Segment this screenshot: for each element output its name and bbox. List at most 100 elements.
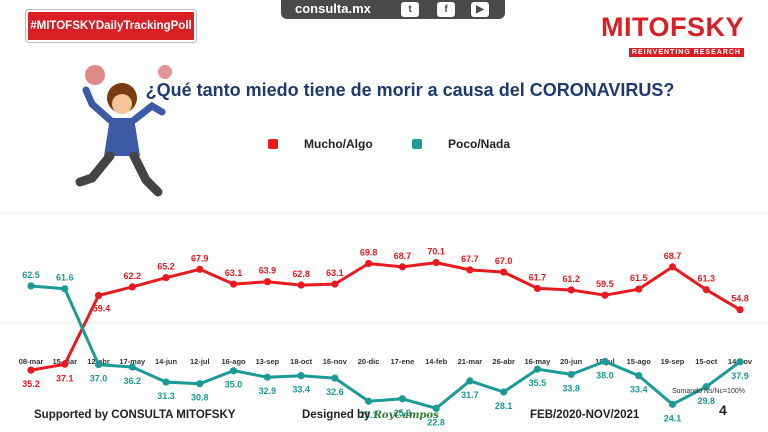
data-point-mucho-algo xyxy=(365,259,373,268)
data-point-mucho-algo xyxy=(196,265,204,273)
data-point-poco-nada xyxy=(533,365,542,373)
data-point-poco-nada xyxy=(466,377,474,385)
data-label-mucho-algo: 59.5 xyxy=(596,279,614,289)
data-point-poco-nada xyxy=(398,395,406,403)
data-label-poco-nada: 25.1 xyxy=(360,410,378,420)
data-label-poco-nada: 31.3 xyxy=(157,391,175,401)
data-label-mucho-algo: 63.1 xyxy=(225,268,243,278)
data-label-mucho-algo: 67.9 xyxy=(191,253,209,263)
data-point-poco-nada xyxy=(500,388,508,396)
legend-poco-nada: Poco/Nada xyxy=(412,137,510,151)
data-point-mucho-algo xyxy=(263,278,271,286)
data-point-mucho-algo xyxy=(229,280,238,288)
data-point-mucho-algo xyxy=(61,360,69,368)
footer-designed: Designed by RoyCampos xyxy=(302,409,439,421)
data-point-mucho-algo xyxy=(331,280,339,288)
data-point-poco-nada xyxy=(668,400,677,408)
data-label-poco-nada: 32.9 xyxy=(259,386,277,396)
data-point-poco-nada xyxy=(128,363,136,371)
data-label-poco-nada: 61.6 xyxy=(56,273,74,283)
data-label-poco-nada: 32.6 xyxy=(326,387,344,397)
data-label-mucho-algo: 61.2 xyxy=(562,274,580,284)
data-point-mucho-algo xyxy=(466,266,474,274)
running-person-illustration xyxy=(75,65,172,197)
data-label-mucho-algo: 68.7 xyxy=(664,251,682,261)
footer-supported-by: Supported by CONSULTA MITOFSKY xyxy=(34,409,236,421)
x-tick-label: 14-feb xyxy=(425,357,448,366)
data-point-mucho-algo xyxy=(162,274,170,282)
data-point-mucho-algo xyxy=(635,285,643,293)
data-label-poco-nada: 25.9 xyxy=(394,408,412,418)
brand-logo: MITOFSKY REINVENTING RESEARCH xyxy=(601,14,744,59)
x-tick-label: 18-oct xyxy=(290,357,313,366)
data-point-mucho-algo xyxy=(297,281,305,289)
data-label-mucho-algo: 68.7 xyxy=(394,251,412,261)
legend-swatch-teal xyxy=(412,139,422,149)
data-point-poco-nada xyxy=(567,370,575,379)
hashtag-badge: #MITOFSKYDailyTrackingPoll xyxy=(26,10,196,42)
page-number: 4 xyxy=(719,402,727,418)
x-tick-label: 16-ago xyxy=(221,357,246,366)
data-point-poco-nada xyxy=(263,373,271,381)
data-label-poco-nada: 37.9 xyxy=(731,371,749,381)
data-point-mucho-algo xyxy=(128,283,136,291)
legend-label-poco: Poco/Nada xyxy=(448,137,511,151)
data-point-poco-nada xyxy=(736,358,744,366)
series-line-mucho-algo xyxy=(30,261,741,372)
data-label-mucho-algo: 63.9 xyxy=(259,266,277,276)
x-tick-label: 15-oct xyxy=(695,357,718,366)
data-label-poco-nada: 24.1 xyxy=(664,413,682,423)
data-label-poco-nada: 62.5 xyxy=(22,270,40,280)
data-point-poco-nada xyxy=(702,383,710,391)
x-tick-label: 15-ago xyxy=(627,357,652,366)
data-point-poco-nada xyxy=(331,374,339,382)
data-label-poco-nada: 35.5 xyxy=(529,378,547,388)
data-label-poco-nada: 30.8 xyxy=(191,393,209,403)
x-tick-label: 21-mar xyxy=(458,357,483,366)
data-label-poco-nada: 33.4 xyxy=(630,385,648,395)
brand-tagline: REINVENTING RESEARCH xyxy=(628,48,744,57)
data-label-poco-nada: 22.8 xyxy=(427,417,445,427)
legend-label-mucho: Mucho/Algo xyxy=(304,137,373,151)
data-point-poco-nada xyxy=(365,397,373,405)
facebook-icon[interactable]: f xyxy=(437,2,455,17)
data-point-mucho-algo xyxy=(94,291,103,300)
x-tick-label: 26-abr xyxy=(492,357,515,366)
youtube-icon[interactable]: ▶ xyxy=(471,2,489,17)
top-bar: consulta.mx t f ▶ xyxy=(281,0,505,19)
brand-name: MITOFSKY xyxy=(600,12,744,42)
data-label-poco-nada: 35.0 xyxy=(225,380,243,390)
data-label-mucho-algo: 61.3 xyxy=(697,274,715,284)
data-point-poco-nada xyxy=(635,372,643,380)
legend-swatch-red xyxy=(268,139,278,149)
data-label-poco-nada: 29.8 xyxy=(697,396,715,406)
data-point-poco-nada xyxy=(61,285,69,293)
data-point-poco-nada xyxy=(162,378,170,386)
twitter-icon[interactable]: t xyxy=(401,2,419,17)
site-link[interactable]: consulta.mx xyxy=(295,1,371,16)
x-tick-label: 17-may xyxy=(119,357,146,366)
background-pattern xyxy=(0,212,768,324)
data-label-mucho-algo: 35.2 xyxy=(22,379,40,389)
data-label-mucho-algo: 62.8 xyxy=(292,269,310,279)
data-point-poco-nada xyxy=(94,360,103,369)
data-point-poco-nada xyxy=(432,404,440,412)
series-line-poco-nada xyxy=(30,284,741,410)
data-label-poco-nada: 28.1 xyxy=(495,401,513,411)
data-point-poco-nada xyxy=(601,357,609,366)
data-point-mucho-algo xyxy=(533,284,542,293)
data-label-poco-nada: 38.0 xyxy=(596,370,614,380)
data-label-mucho-algo: 69.8 xyxy=(360,247,378,257)
data-point-mucho-algo xyxy=(500,268,508,276)
data-point-mucho-algo xyxy=(398,263,406,271)
data-point-mucho-algo xyxy=(432,258,440,267)
footer-period: FEB/2020-NOV/2021 xyxy=(530,409,640,421)
x-tick-label: 16-nov xyxy=(323,357,348,366)
data-label-mucho-algo: 67.0 xyxy=(495,256,513,266)
data-label-mucho-algo: 59.4 xyxy=(93,304,111,314)
footer-designed-label: Designed by xyxy=(302,409,371,421)
data-label-poco-nada: 31.7 xyxy=(461,390,479,400)
x-tick-label: 19-sep xyxy=(661,357,685,366)
x-tick-label: 16-may xyxy=(524,357,551,366)
